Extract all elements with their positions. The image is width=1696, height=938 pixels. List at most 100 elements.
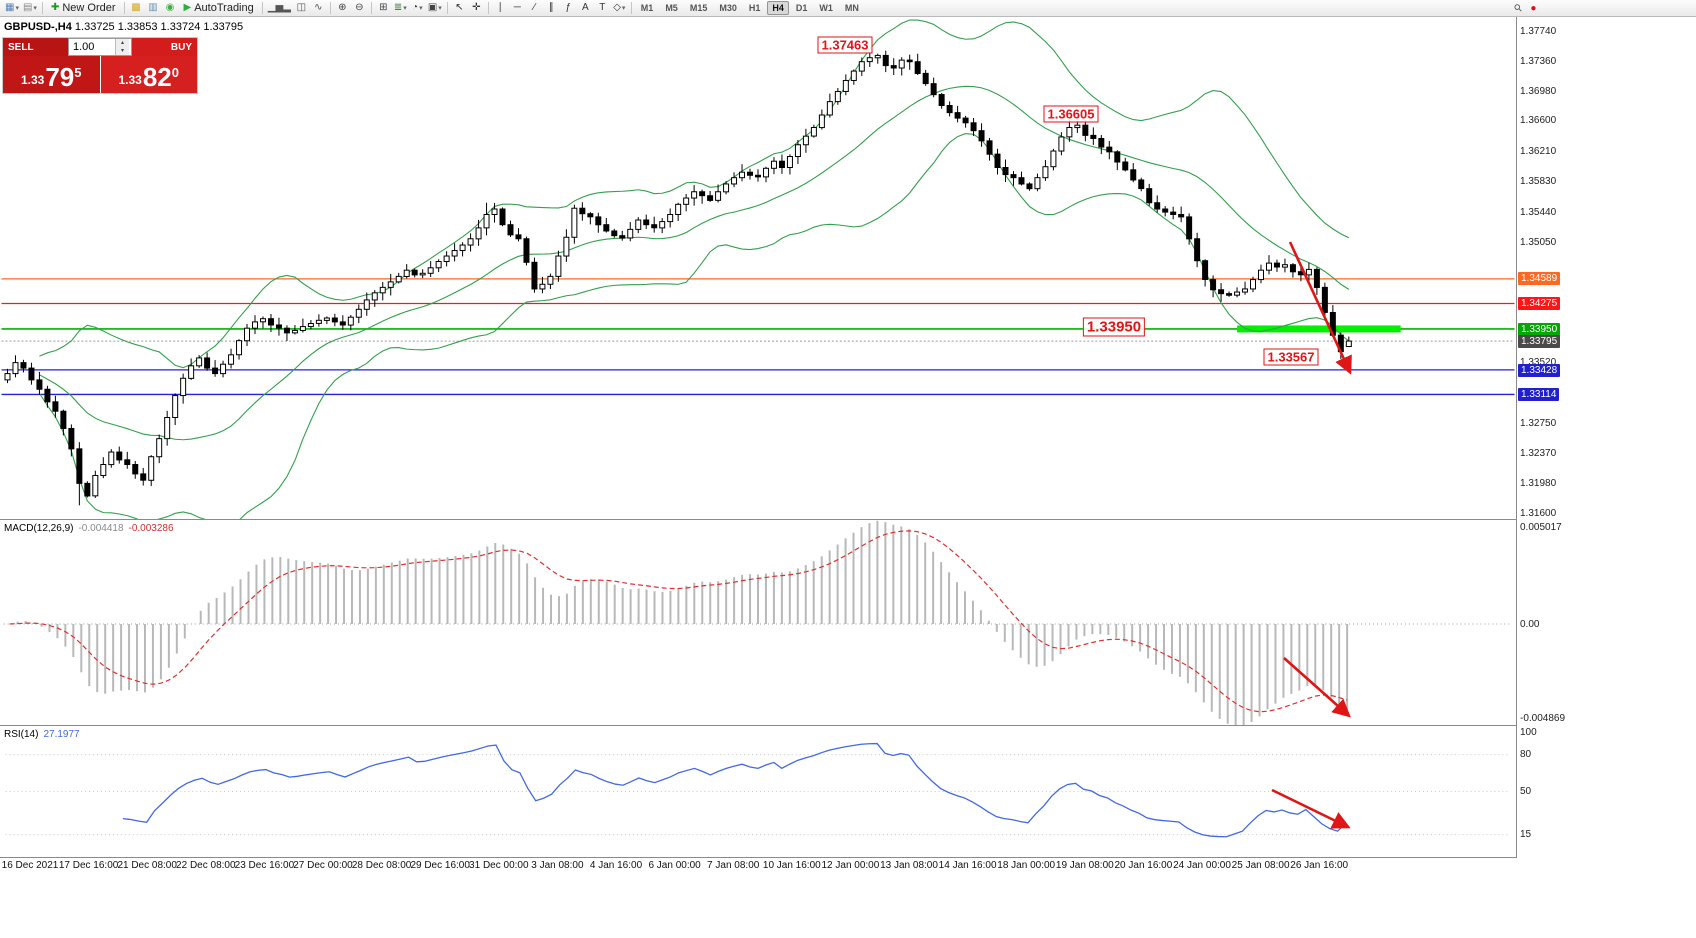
- timeframe-m1[interactable]: M1: [640, 3, 654, 13]
- main-price-chart[interactable]: [0, 17, 1516, 520]
- metaeditor-button[interactable]: ▩: [128, 1, 145, 16]
- cursor-button[interactable]: ↖: [451, 1, 468, 16]
- timeframe-m30[interactable]: M30: [719, 3, 737, 13]
- macd-main-value: -0.004418: [78, 523, 124, 534]
- terminal-button[interactable]: ▥: [145, 1, 162, 16]
- price-tick-label: 1.32750: [1520, 417, 1557, 429]
- rsi-axis-label: 80: [1520, 748, 1532, 760]
- toolbar: ▦ ▾ ▤ ▾ ✚ New Order ▩ ▥ ◉ ▶ AutoTrading ▁▅▂ ◫ ∿ ⊕ ⊖ ⊞ ≣ ▾ ◔…: [0, 0, 1696, 17]
- timeframe-w1[interactable]: W1: [819, 3, 833, 13]
- price-tick-label: 1.31600: [1520, 508, 1557, 519]
- new-chart-icon: ▦: [5, 2, 15, 13]
- autotrading-button[interactable]: ▶ AutoTrading: [179, 1, 259, 16]
- crosshair-button[interactable]: ✛: [468, 1, 485, 16]
- buy-price-tile[interactable]: 1.33 82 0: [100, 56, 197, 93]
- volume-up-button[interactable]: ▴: [116, 39, 129, 47]
- new-chart-button[interactable]: ▦ ▾: [3, 1, 21, 16]
- shapes-button[interactable]: ◇ ▾: [611, 1, 628, 16]
- volume-input[interactable]: [69, 39, 115, 55]
- time-axis-label: 26 Jan 16:00: [1290, 860, 1349, 871]
- vertical-line-icon: ∣: [497, 2, 503, 13]
- price-annotation[interactable]: 1.37463: [817, 36, 873, 54]
- volume-down-button[interactable]: ▾: [116, 47, 129, 55]
- rsi-indicator-panel[interactable]: [0, 726, 1516, 858]
- macd-label: MACD(12,26,9) -0.004418 -0.003286: [4, 523, 174, 534]
- fibonacci-icon: ƒ: [565, 2, 572, 13]
- tile-windows-button[interactable]: ⊞: [375, 1, 392, 16]
- sell-price-big: 79: [45, 62, 75, 92]
- trendline-button[interactable]: ∕: [526, 1, 543, 16]
- templates-icon: ▣: [427, 2, 438, 13]
- trendline-icon: ∕: [533, 2, 536, 13]
- price-axis[interactable]: 1.37740 1.37360 1.36980 1.36600 1.36210 1.358…: [1517, 17, 1695, 938]
- price-annotation[interactable]: 1.33950: [1082, 317, 1146, 337]
- horizontal-line-button[interactable]: ─: [509, 1, 526, 16]
- horizontal-line-icon: ─: [513, 2, 521, 13]
- price-tick-label: 1.36980: [1520, 85, 1557, 97]
- indicators-button[interactable]: ≣ ▾: [392, 1, 409, 16]
- autotrading-icon: ▶: [183, 2, 192, 13]
- bar-chart-button[interactable]: ▁▅▂: [266, 1, 293, 16]
- time-axis-label: 13 Jan 08:00: [880, 860, 938, 871]
- price-level-label: 1.34275: [1518, 297, 1561, 311]
- templates-button-caret: ▾: [438, 5, 442, 12]
- rsi-label: RSI(14) 27.1977: [4, 729, 80, 740]
- shapes-icon: ◇: [613, 2, 621, 13]
- text-button[interactable]: A: [577, 1, 594, 16]
- rsi-line: [122, 742, 1346, 838]
- toolbar-separator: [446, 2, 448, 14]
- search-icon[interactable]: ⚲: [1512, 2, 1526, 15]
- periods-icon: ◔: [412, 2, 419, 13]
- timeframe-m5[interactable]: M5: [665, 3, 678, 13]
- price-annotation[interactable]: 1.36605: [1043, 105, 1099, 123]
- timeframe-d1[interactable]: D1: [795, 3, 808, 13]
- templates-button[interactable]: ▣ ▾: [426, 1, 444, 16]
- price-level-label: 1.33428: [1518, 363, 1561, 377]
- text-label-button[interactable]: T: [594, 1, 611, 16]
- buy-price-big: 82: [142, 62, 172, 92]
- zoom-in-button[interactable]: ⊕: [334, 1, 351, 16]
- timeframe-m15[interactable]: M15: [689, 3, 708, 13]
- indicators-icon: ≣: [393, 2, 403, 13]
- toolbar-right: ⚲ ●: [1512, 0, 1537, 17]
- line-chart-button[interactable]: ∿: [310, 1, 327, 16]
- community-icon: ◉: [165, 2, 175, 13]
- buy-price-prefix: 1.33: [118, 73, 142, 87]
- time-axis-label: 24 Jan 00:00: [1173, 860, 1231, 871]
- zoom-out-button[interactable]: ⊖: [351, 1, 368, 16]
- alert-badge-icon[interactable]: ●: [1530, 3, 1537, 14]
- time-axis-label: 10 Jan 16:00: [762, 860, 821, 871]
- horizontal-level-lines[interactable]: [1, 278, 1515, 396]
- indicators-button-caret: ▾: [403, 5, 407, 12]
- periods-button[interactable]: ◔ ▾: [409, 1, 426, 16]
- price-tick-label: 1.37360: [1520, 55, 1557, 67]
- macd-signal-value: -0.003286: [128, 523, 174, 534]
- rsi-axis-label: 100: [1520, 727, 1537, 738]
- timeframe-h1[interactable]: H1: [748, 3, 761, 13]
- channel-button[interactable]: ∥: [543, 1, 560, 16]
- cursor-icon: ↖: [455, 2, 464, 13]
- channel-icon: ∥: [548, 2, 554, 13]
- sell-button[interactable]: SELL: [3, 38, 68, 56]
- vertical-line-button[interactable]: ∣: [492, 1, 509, 16]
- profiles-button[interactable]: ▤ ▾: [21, 1, 39, 16]
- sell-price-tile[interactable]: 1.33 79 5: [3, 56, 100, 93]
- community-button[interactable]: ◉: [162, 1, 179, 16]
- price-annotation[interactable]: 1.33567: [1263, 348, 1319, 366]
- profiles-icon: ▤: [22, 2, 33, 13]
- chart-window[interactable]: 1.37740 1.37360 1.36980 1.36600 1.36210 1.358…: [0, 17, 1696, 938]
- time-axis[interactable]: 16 Dec 2021 17 Dec 16:00 21 Dec 08:00 22 De…: [0, 858, 1516, 878]
- price-tick-label: 1.36210: [1520, 146, 1557, 158]
- fibonacci-button[interactable]: ƒ: [560, 1, 577, 16]
- timeframe-h4[interactable]: H4: [767, 1, 789, 15]
- timeframe-mn[interactable]: MN: [844, 3, 859, 13]
- new-order-button-label: New Order: [62, 2, 116, 14]
- price-level-label: 1.33114: [1518, 388, 1560, 402]
- time-axis-label: 21 Dec 08:00: [117, 860, 177, 871]
- buy-button[interactable]: BUY: [132, 38, 197, 56]
- candlestick-chart-button[interactable]: ◫: [293, 1, 310, 16]
- new-order-button[interactable]: ✚ New Order: [46, 1, 121, 16]
- macd-indicator-panel[interactable]: [0, 520, 1516, 726]
- price-level-label: 1.34589: [1518, 272, 1561, 286]
